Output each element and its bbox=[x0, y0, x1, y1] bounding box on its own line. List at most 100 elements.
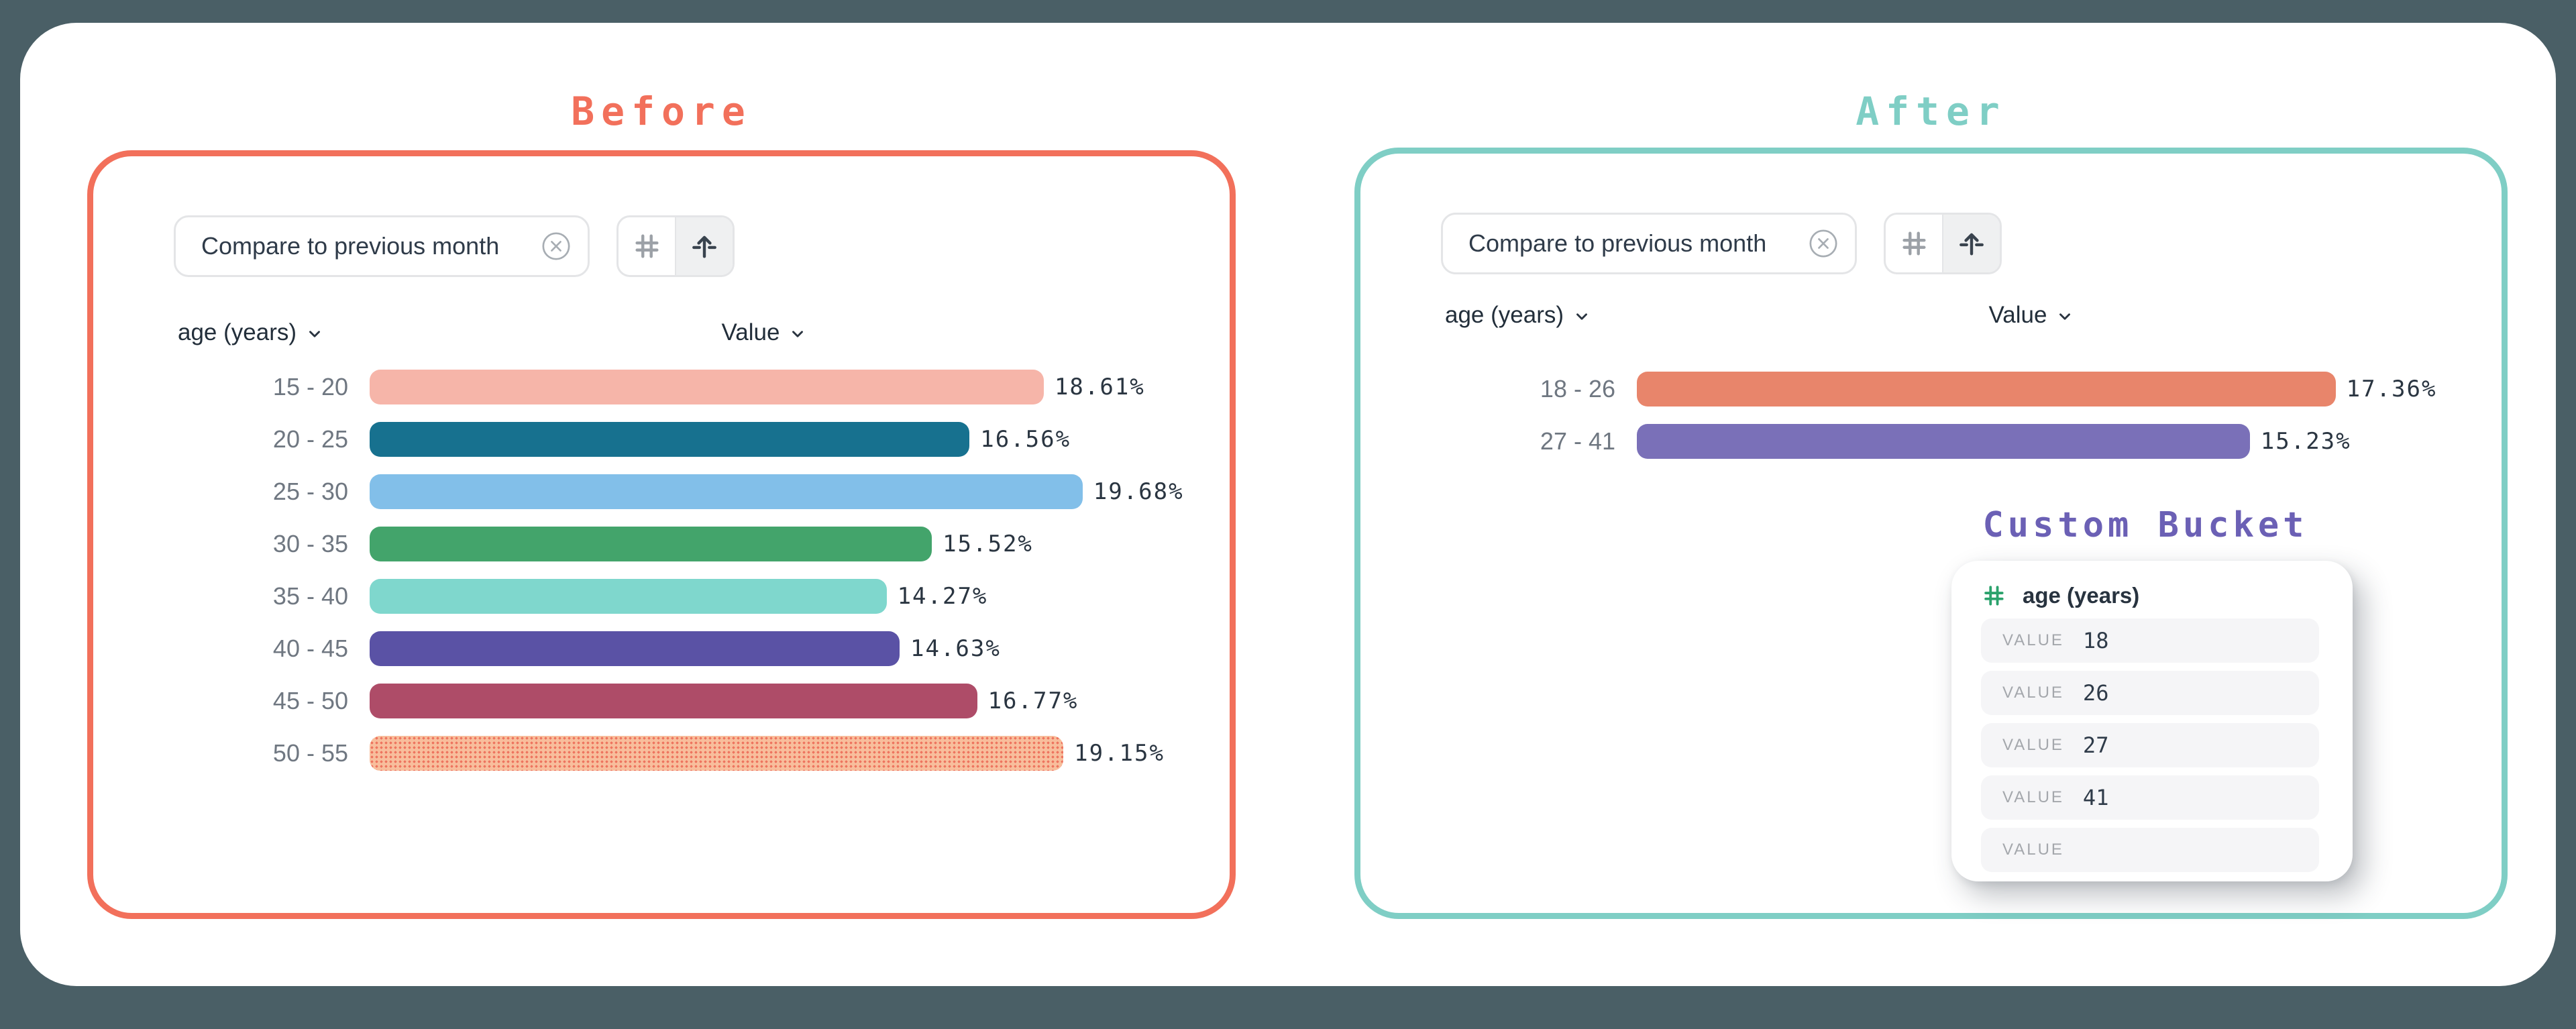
filter-chip[interactable]: Compare to previous month bbox=[1441, 213, 1857, 274]
custom-bucket-card: age (years) VALUE 18 VALUE 26 VALUE 27 V… bbox=[1951, 561, 2353, 881]
bar-track: 19.15% bbox=[370, 736, 1163, 771]
bucket-rows: VALUE 18 VALUE 26 VALUE 27 VALUE 41 VALU… bbox=[1981, 618, 2319, 880]
main-card: Before After Compare to previous month bbox=[20, 23, 2556, 986]
sort-by-value-button[interactable] bbox=[675, 217, 733, 275]
bucket-field-name: age (years) bbox=[2023, 583, 2140, 608]
chevron-down-icon bbox=[309, 331, 320, 337]
after-panel: Compare to previous month bbox=[1354, 148, 2508, 919]
value-label: 16.56% bbox=[980, 426, 1071, 453]
bucket-value-text: 41 bbox=[2082, 785, 2109, 810]
chart-row: 40 - 45 14.63% bbox=[93, 622, 1230, 675]
bar[interactable] bbox=[370, 370, 1044, 404]
value-label: 18.61% bbox=[1054, 374, 1145, 400]
value-label: 14.63% bbox=[910, 635, 1001, 662]
chevron-down-icon bbox=[2059, 313, 2071, 320]
category-label: 50 - 55 bbox=[272, 739, 348, 767]
chart-row: 35 - 40 14.27% bbox=[93, 570, 1230, 622]
sort-by-value-button[interactable] bbox=[1942, 215, 2000, 272]
bar-track: 17.36% bbox=[1637, 372, 2442, 407]
bucket-value-prefix: VALUE bbox=[2002, 788, 2064, 806]
category-label: 45 - 50 bbox=[272, 687, 348, 714]
category-label: 35 - 40 bbox=[272, 582, 348, 610]
value-label: 19.68% bbox=[1093, 478, 1184, 505]
chart-row: 20 - 25 16.56% bbox=[93, 413, 1230, 466]
circle-x-icon[interactable] bbox=[1808, 228, 1839, 259]
chart-row: 25 - 30 19.68% bbox=[93, 466, 1230, 518]
bar[interactable] bbox=[370, 422, 970, 457]
chart-row: 50 - 55 19.15% bbox=[93, 727, 1230, 779]
value-label: 15.52% bbox=[943, 531, 1033, 557]
bucket-value-input[interactable]: VALUE 27 bbox=[1981, 723, 2319, 767]
chart-row: 27 - 41 15.23% bbox=[1360, 415, 2502, 468]
value-column-label: Value bbox=[721, 319, 780, 345]
category-label: 40 - 45 bbox=[272, 635, 348, 662]
bar-track: 14.63% bbox=[370, 631, 1094, 666]
category-column-header[interactable]: age (years) bbox=[1445, 300, 1591, 331]
chart-row: 18 - 26 17.36% bbox=[1360, 363, 2502, 415]
before-panel: Compare to previous month bbox=[87, 150, 1236, 919]
category-column-header[interactable]: age (years) bbox=[178, 317, 323, 348]
value-format-toggle bbox=[1884, 213, 2002, 274]
value-label: 14.27% bbox=[897, 583, 988, 610]
bar-track: 16.77% bbox=[370, 684, 1094, 718]
hash-icon bbox=[1902, 231, 1926, 256]
filter-chip-label: Compare to previous month bbox=[1468, 229, 1767, 257]
bucket-value-input[interactable]: VALUE bbox=[1981, 828, 2319, 872]
value-label: 17.36% bbox=[2346, 376, 2437, 402]
bar[interactable] bbox=[1637, 424, 2250, 459]
hash-icon bbox=[1984, 586, 2004, 606]
bucket-value-text: 27 bbox=[2082, 733, 2109, 758]
category-label: 25 - 30 bbox=[272, 478, 348, 505]
bar[interactable] bbox=[370, 684, 977, 718]
circle-x-icon[interactable] bbox=[541, 231, 572, 262]
bar-track: 15.52% bbox=[370, 527, 1094, 561]
chart-row: 45 - 50 16.77% bbox=[93, 675, 1230, 727]
value-label: 19.15% bbox=[1074, 740, 1165, 767]
category-column-label: age (years) bbox=[178, 319, 297, 345]
chevron-down-icon bbox=[1576, 313, 1587, 320]
chart-row: 15 - 20 18.61% bbox=[93, 361, 1230, 413]
bar-track: 19.68% bbox=[370, 474, 1183, 509]
category-label: 18 - 26 bbox=[1540, 375, 1615, 402]
category-label: 20 - 25 bbox=[272, 425, 348, 453]
bar-track: 15.23% bbox=[1637, 424, 2442, 459]
bar[interactable] bbox=[370, 527, 932, 561]
bucket-value-prefix: VALUE bbox=[2002, 736, 2064, 754]
value-column-header[interactable]: Value bbox=[670, 317, 858, 348]
value-format-toggle bbox=[616, 215, 735, 277]
value-column-label: Value bbox=[1988, 302, 2047, 328]
hash-icon bbox=[635, 234, 659, 258]
bucket-value-text: 26 bbox=[2082, 680, 2109, 706]
value-label: 16.77% bbox=[987, 688, 1079, 714]
custom-bucket-title: Custom Bucket bbox=[1982, 505, 2308, 545]
bucket-value-input[interactable]: VALUE 18 bbox=[1981, 618, 2319, 663]
bar-track: 18.61% bbox=[370, 370, 1144, 404]
bucket-value-prefix: VALUE bbox=[2002, 684, 2064, 702]
before-title: Before bbox=[571, 89, 752, 134]
bucket-value-input[interactable]: VALUE 41 bbox=[1981, 775, 2319, 820]
bar[interactable] bbox=[370, 736, 1064, 771]
bucket-value-input[interactable]: VALUE 26 bbox=[1981, 671, 2319, 715]
bar[interactable] bbox=[370, 631, 900, 666]
value-column-header[interactable]: Value bbox=[1937, 300, 2125, 331]
before-bar-chart: 15 - 20 18.61% 20 - 25 16.56% 25 - 30 19… bbox=[93, 361, 1230, 779]
chart-row: 30 - 35 15.52% bbox=[93, 518, 1230, 570]
filter-chip[interactable]: Compare to previous month bbox=[174, 215, 590, 277]
bar[interactable] bbox=[1637, 372, 2336, 407]
value-label: 15.23% bbox=[2260, 428, 2351, 455]
category-label: 27 - 41 bbox=[1540, 427, 1615, 455]
bar[interactable] bbox=[370, 579, 887, 614]
bucket-field-header: age (years) bbox=[1981, 577, 2139, 614]
category-column-label: age (years) bbox=[1445, 302, 1564, 328]
bucket-value-prefix: VALUE bbox=[2002, 631, 2064, 649]
bar[interactable] bbox=[370, 474, 1083, 509]
category-label: 30 - 35 bbox=[272, 530, 348, 557]
bucket-value-prefix: VALUE bbox=[2002, 841, 2064, 859]
filter-chip-label: Compare to previous month bbox=[201, 232, 500, 260]
number-format-button[interactable] bbox=[619, 217, 675, 275]
chevron-down-icon bbox=[792, 331, 804, 337]
arrow-up-icon bbox=[692, 235, 716, 258]
arrow-up-icon bbox=[1960, 233, 1984, 256]
number-format-button[interactable] bbox=[1886, 215, 1942, 272]
after-bar-chart: 18 - 26 17.36% 27 - 41 15.23% bbox=[1360, 363, 2502, 468]
